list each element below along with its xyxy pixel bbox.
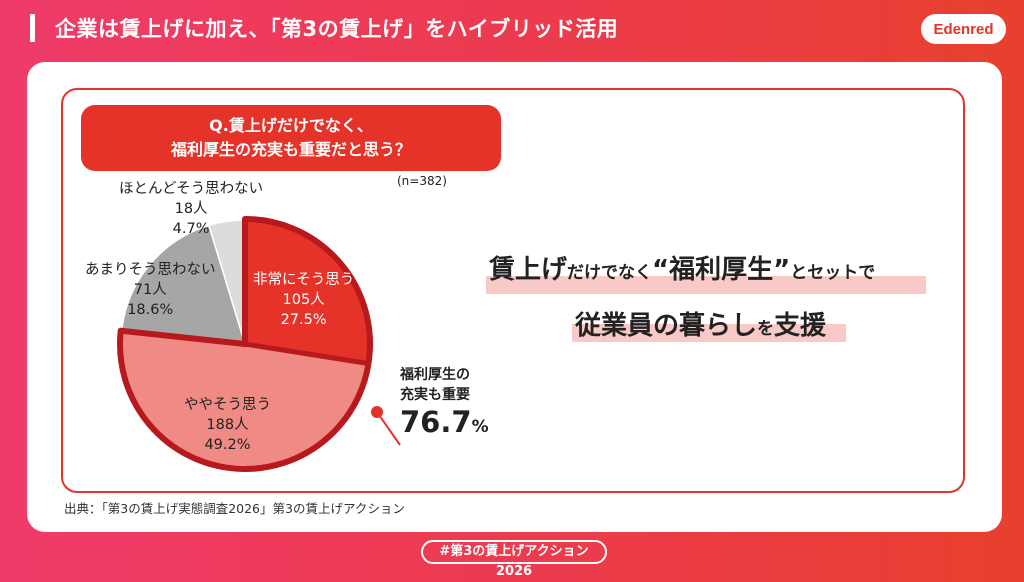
slice-disagree (120, 224, 247, 345)
sample-size: (n=382) (397, 174, 447, 188)
hashtag-badge: #第3の賃上げアクション2026 (421, 540, 607, 579)
leader-dot (371, 406, 383, 418)
message-line-1: 賃上げだけでなく“福利厚生”とセットで (489, 255, 876, 285)
question-line-2: 福利厚生の充実も重要だと思う？ (170, 140, 411, 159)
content-card: Q.賃上げだけでなく、 福利厚生の充実も重要だと思う？ (n=382) ほとんど… (27, 62, 1002, 532)
question-box: Q.賃上げだけでなく、 福利厚生の充実も重要だと思う？ (81, 105, 501, 171)
slice-label-strongly-disagree: ほとんどそう思わない 18人 4.7% (119, 181, 264, 237)
agree-slice-separator (244, 341, 368, 366)
pie-chart (117, 216, 401, 472)
message-highlight-2 (572, 324, 846, 342)
agree-highlight-outline (117, 216, 373, 472)
message-highlight-1 (486, 276, 926, 294)
source-note: 出典：「第3の賃上げ実態調査2026」第3の賃上げアクション (64, 501, 405, 516)
edenred-logo: Edenred (921, 14, 1006, 44)
page-title: 企業は賃上げに加え、「第3の賃上げ」をハイブリッド活用 (55, 17, 619, 41)
summary-leader-line (376, 411, 401, 446)
summary-caption: 福利厚生の 充実も重要 (400, 367, 470, 403)
slice-label-strongly-agree: 非常にそう思う 105人 27.5% (253, 272, 355, 328)
slice-label-somewhat-agree: ややそう思う 188人 49.2% (184, 397, 271, 453)
question-line-1: Q.賃上げだけでなく、 (209, 116, 373, 135)
header-accent-bar (30, 14, 35, 42)
logo-text: Edenred (933, 21, 993, 38)
slice-label-disagree: あまりそう思わない 71人 18.6% (85, 262, 216, 318)
summary-percent: 76.7% (400, 405, 489, 439)
chart-frame (61, 88, 965, 493)
message-line-2: 従業員の暮らしを支援 (575, 311, 827, 341)
